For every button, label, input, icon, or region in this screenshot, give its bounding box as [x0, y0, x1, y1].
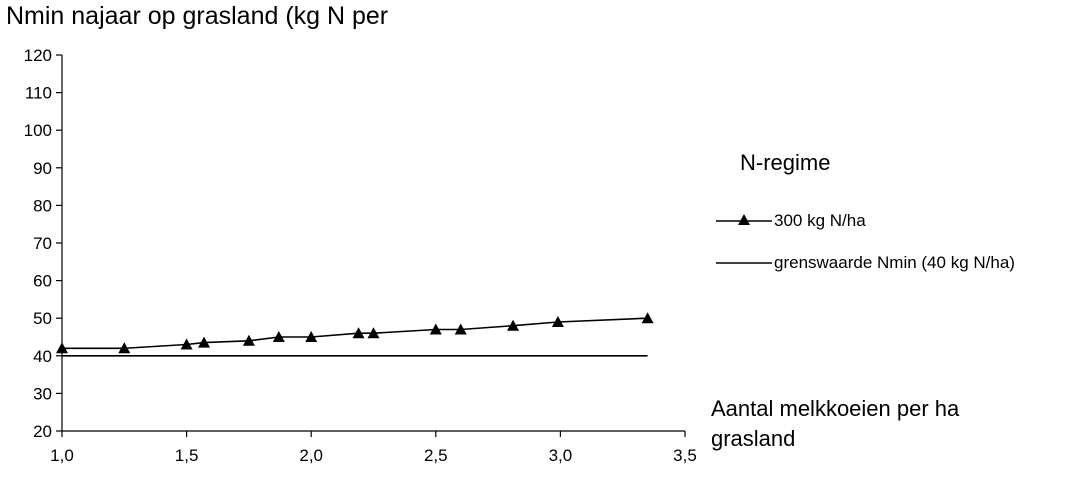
- legend-symbol-triangle-line: [716, 214, 772, 225]
- legend-item-grenswaarde: grenswaarde Nmin (40 kg N/ha): [716, 251, 1015, 275]
- data-point-triangle: [352, 327, 365, 339]
- y-tick-label: 70: [33, 234, 52, 253]
- x-tick-label: 1,5: [175, 446, 199, 465]
- y-tick-label: 80: [33, 196, 52, 215]
- data-point-triangle: [118, 342, 131, 354]
- data-point-triangle: [242, 334, 255, 346]
- chart-title: Nmin najaar op grasland (kg N per: [6, 2, 389, 30]
- data-point-triangle: [507, 319, 520, 331]
- x-tick-label: 3,5: [673, 446, 697, 465]
- y-ticks: 20 30 40 50 60 70 80 90 100 110 120: [24, 46, 62, 441]
- x-tick-label: 2,0: [299, 446, 323, 465]
- data-point-triangle: [551, 315, 564, 327]
- y-tick-label: 90: [33, 159, 52, 178]
- y-tick-label: 20: [33, 422, 52, 441]
- data-point-triangle: [305, 331, 318, 342]
- data-point-triangle: [641, 312, 654, 324]
- y-tick-label: 120: [24, 46, 52, 65]
- legend-label: 300 kg N/ha: [774, 211, 866, 230]
- series-group: [56, 312, 654, 357]
- y-tick-label: 60: [33, 272, 52, 291]
- legend-item-300: 300 kg N/ha: [716, 209, 866, 233]
- legend-label: grenswaarde Nmin (40 kg N/ha): [774, 253, 1015, 272]
- legend-symbol-line: [716, 262, 772, 264]
- data-point-triangle: [429, 323, 442, 335]
- data-point-triangle: [56, 342, 68, 354]
- x-tick-label: 1,0: [50, 446, 74, 465]
- x-tick-label: 3,0: [549, 446, 573, 465]
- y-tick-label: 40: [33, 347, 52, 366]
- y-tick-label: 30: [33, 384, 52, 403]
- data-point-triangle: [198, 336, 211, 348]
- y-tick-label: 50: [33, 309, 52, 328]
- data-point-triangle: [367, 327, 380, 339]
- data-point-triangle: [180, 338, 193, 350]
- axes: [61, 55, 685, 432]
- x-tick-label: 2,5: [424, 446, 448, 465]
- data-point-triangle: [454, 323, 467, 335]
- x-axis-label: Aantal melkkoeien per ha grasland: [711, 396, 960, 451]
- y-tick-label: 110: [25, 84, 52, 103]
- data-point-triangle: [272, 331, 285, 342]
- y-tick-label: 100: [24, 121, 52, 140]
- legend-title: N-regime: [740, 150, 831, 175]
- x-ticks: 1,0 1,5 2,0 2,5 3,0 3,5: [50, 431, 697, 465]
